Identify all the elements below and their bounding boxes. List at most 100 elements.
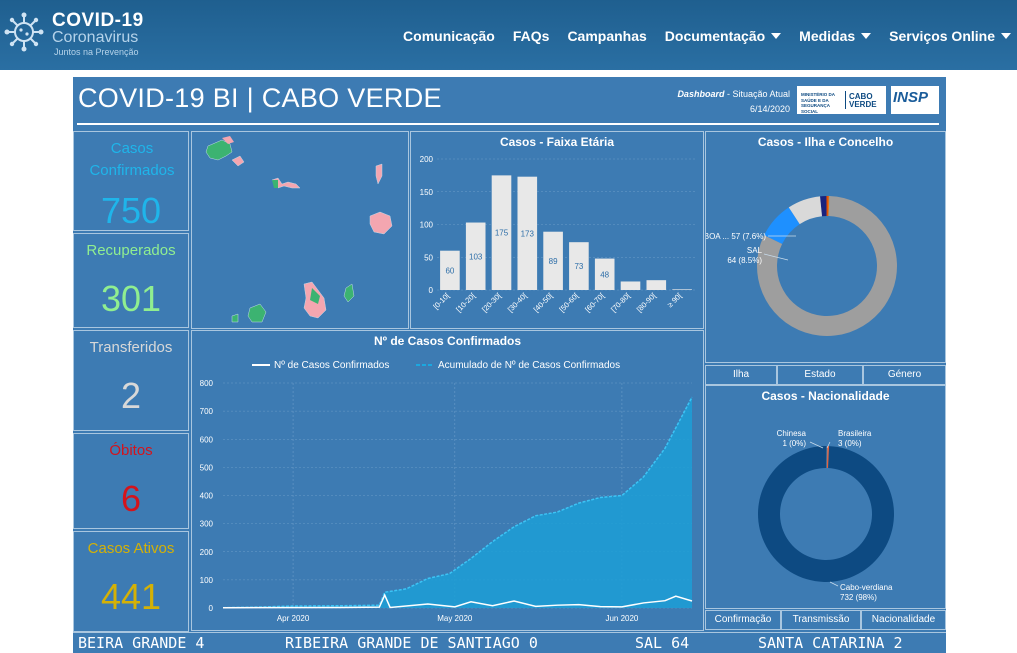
age-bar-chart[interactable]: 0 50 100 150 200 60 [0-10[103 [10-20[175 [20-30[… [411,132,705,330]
y-tick-label: 0 [429,286,434,295]
kpi-value: 301 [100,278,162,319]
leader-line [826,441,831,449]
age-bar[interactable] [543,231,563,290]
island-sao-nicolau[interactable] [271,177,301,189]
age-bar[interactable] [517,176,538,290]
ticker-item: SAL 64 [635,634,690,652]
x-tick-label: May 2020 [437,614,473,623]
pie-slice[interactable] [826,196,829,217]
island-chart-panel: Casos - Ilha e Concelho BOA ... 57 (7.6%… [705,131,947,364]
nav-item-label: Serviços Online [889,28,995,44]
age-bar[interactable] [569,242,589,290]
daily-cases-line[interactable] [222,593,693,609]
x-tick-label: [20-30[ [480,290,504,314]
pie-slice[interactable] [826,446,830,469]
ticker-item: SANTA CATARINA 2 [758,634,903,652]
slice-label: BOA ... 57 (7.6%) [706,232,766,241]
bar-data-label: 103 [469,252,483,261]
nav-item-2[interactable]: Campanhas [567,28,646,44]
kpi-card-3[interactable]: Óbitos 6 [73,433,189,529]
legend-label-daily: Nº de Casos Confirmados [274,360,389,371]
y-tick-label: 200 [200,548,214,557]
y-tick-label: 150 [420,188,434,197]
slice-label: Brasileira [838,429,872,438]
pie-slice[interactable] [758,446,894,582]
slice-value-label: 64 (8.5%) [727,256,762,265]
nav-item-label: Medidas [799,28,856,44]
pie-slice[interactable] [828,196,830,217]
age-bar[interactable] [491,175,512,290]
island-santiago[interactable] [303,281,327,319]
island-fogo[interactable] [247,303,267,323]
slice-label: SAL [747,246,763,255]
kpi-value: 750 [100,190,162,231]
island-sal[interactable] [375,163,383,185]
tab-ilha[interactable]: Ilha [705,365,777,385]
y-tick-label: 400 [200,492,214,501]
pie-slice[interactable] [826,446,828,469]
y-tick-label: 100 [420,221,434,230]
slice-label: Chinesa [777,429,807,438]
kpi-label: Transferidos [89,339,173,356]
cumulative-area[interactable] [223,397,692,608]
island-sao-vicente[interactable] [231,155,245,167]
kpi-value: 2 [120,375,142,416]
age-bar[interactable] [594,258,615,290]
pie-slice[interactable] [764,207,800,244]
leader-line [829,581,839,587]
age-bar[interactable] [440,250,460,290]
brand-title: COVID-19 [52,10,144,31]
concelho-ticker: BEIRA GRANDE 4 RIBEIRA GRANDE DE SANTIAGO… [73,632,946,653]
tab-nacionalidade[interactable]: Nacionalidade [861,610,946,630]
kpi-card-4[interactable]: Casos Ativos 441 [73,531,189,632]
tab-género[interactable]: Género [863,365,946,385]
nationality-chart-tabs: Confirmação Transmissão Nacionalidade [705,610,946,630]
insp-logo: INSP [891,86,939,114]
leader-line [809,441,824,449]
kpi-card-2[interactable]: Transferidos 2 [73,330,189,431]
x-tick-label: Jun 2020 [605,614,638,623]
site-logo[interactable]: COVID-19 Coronavirus Juntos na Prevenção [4,8,154,63]
nav-item-0[interactable]: Comunicação [403,28,495,44]
island-maio[interactable] [343,283,355,303]
map-panel [191,131,409,329]
tab-transmissão[interactable]: Transmissão [781,610,861,630]
island-santo-antao[interactable] [205,136,234,161]
brand-subtitle: Coronavirus [52,29,139,46]
kpi-label: Recuperados [86,242,176,259]
dashboard-title: COVID-19 BI | CABO VERDE [78,83,442,113]
nav-item-1[interactable]: FAQs [513,28,550,44]
slice-value-label: 3 (0%) [838,439,862,448]
cases-area-chart[interactable]: Nº de Casos Confirmados Acumulado de Nº d… [192,331,705,632]
y-tick-label: 200 [420,155,434,164]
nationality-chart-panel: Casos - Nacionalidade Brasileira 3 (0%) Ch… [705,385,946,609]
y-tick-label: 600 [200,435,214,444]
kpi-card-1[interactable]: Recuperados 301 [73,233,189,328]
age-bar[interactable] [646,280,667,290]
tab-estado[interactable]: Estado [777,365,863,385]
cabo-verde-map[interactable] [192,132,410,330]
x-tick-label: [0-10[ [431,290,452,311]
nav-item-4[interactable]: Medidas [799,28,872,44]
tab-confirmação[interactable]: Confirmação [705,610,781,630]
cases-chart-panel: Nº de Casos Confirmados Nº de Casos Conf… [191,330,704,631]
age-bar[interactable] [672,289,692,290]
age-bar[interactable] [620,281,641,290]
age-bar[interactable] [465,222,486,290]
pie-slice[interactable] [820,196,827,217]
nav-item-3[interactable]: Documentação [665,28,782,44]
kpi-card-0[interactable]: Casos Confirmados 750 [73,131,189,231]
nav-item-5[interactable]: Serviços Online [889,28,1011,44]
island-chart-tabs: Ilha Estado Género [705,365,946,385]
pie-slice[interactable] [788,196,823,225]
bar-data-label: 48 [600,270,609,279]
slice-value-label: 732 (98%) [840,593,877,602]
island-brava[interactable] [231,313,239,323]
cumulative-line[interactable] [222,396,693,609]
x-tick-label: [80-90[ [635,290,659,314]
island-boa-vista[interactable] [369,211,393,235]
kpi-label: Casos Ativos [87,540,175,557]
y-tick-label: 100 [200,576,214,585]
